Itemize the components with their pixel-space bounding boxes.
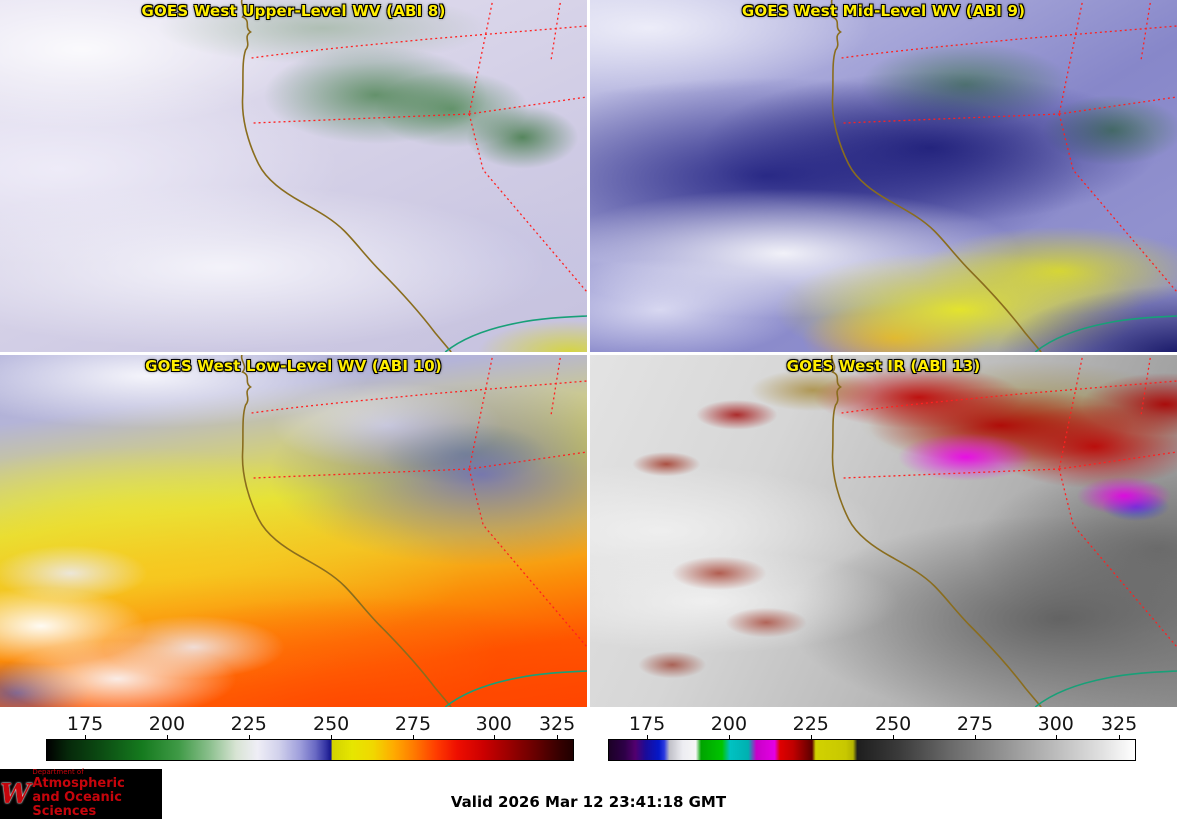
state-borders-overlay	[0, 355, 587, 707]
colorbar-tick: 275	[394, 713, 432, 735]
colorbar-tick: 225	[230, 713, 267, 735]
tick-mark	[493, 735, 495, 740]
tick-mark	[728, 735, 730, 740]
tick-mark	[810, 735, 812, 740]
logo-text: Department of Atmospheric and Oceanic Sc…	[30, 769, 162, 819]
colorbar-tick: 225	[792, 713, 829, 735]
colorbar-tick: 300	[475, 713, 512, 735]
colorbar-tick: 175	[66, 713, 104, 735]
colorbar-tick: 250	[874, 713, 912, 735]
state-borders-overlay	[590, 0, 1177, 352]
panel-title-low-wv: GOES West Low-Level WV (ABI 10)	[145, 357, 442, 375]
wv-colorbar-ticks: 175 200 225 250 275 300 325	[46, 711, 576, 740]
tick-mark	[85, 735, 87, 740]
wv-colorbar	[46, 739, 574, 761]
panel-mid-level-wv: GOES West Mid-Level WV (ABI 9)	[590, 0, 1177, 352]
panel-title-mid-wv: GOES West Mid-Level WV (ABI 9)	[741, 2, 1026, 20]
colorbar-tick: 325	[538, 713, 576, 735]
tick-mark	[1055, 735, 1057, 740]
footer: W Department of Atmospheric and Oceanic …	[0, 769, 1177, 820]
colorbar-tick: 300	[1037, 713, 1074, 735]
logo-line1-label: Atmospheric	[32, 775, 125, 791]
colorbar-tick: 175	[628, 713, 666, 735]
panel-ir: GOES West IR (ABI 13)	[590, 355, 1177, 707]
logo-line2-label: and Oceanic Sciences	[32, 789, 122, 819]
tick-mark	[331, 735, 333, 740]
ir-colorbar	[608, 739, 1136, 761]
tick-mark	[974, 735, 976, 740]
wv-colorbar-group: 175 200 225 250 275 300 325	[46, 711, 576, 761]
colorbar-row: 175 200 225 250 275 300 325 175 200	[0, 707, 1177, 769]
tick-mark	[647, 735, 649, 740]
state-borders-overlay	[590, 355, 1177, 707]
tick-mark	[557, 735, 559, 740]
state-borders-overlay	[0, 0, 587, 352]
ir-colorbar-group: 175 200 225 250 275 300 325	[608, 711, 1138, 761]
colorbar-tick: 275	[956, 713, 994, 735]
uw-crest-icon: W	[0, 778, 31, 810]
panel-upper-level-wv: GOES West Upper-Level WV (ABI 8)	[0, 0, 587, 352]
panel-low-level-wv: GOES West Low-Level WV (ABI 10)	[0, 355, 587, 707]
colorbar-tick: 200	[710, 713, 748, 735]
tick-mark	[248, 735, 250, 740]
panel-grid: GOES West Upper-Level WV (ABI 8) GOES We…	[0, 0, 1177, 707]
uw-aos-logo: W Department of Atmospheric and Oceanic …	[0, 769, 162, 819]
tick-mark	[412, 735, 414, 740]
tick-mark	[893, 735, 895, 740]
tick-mark	[1119, 735, 1121, 740]
panel-title-ir: GOES West IR (ABI 13)	[786, 357, 981, 375]
valid-timestamp: Valid 2026 Mar 12 23:41:18 GMT	[450, 793, 727, 811]
logo-dept-label: Department of	[32, 768, 84, 777]
colorbar-tick: 325	[1100, 713, 1138, 735]
tick-mark	[166, 735, 168, 740]
colorbar-tick: 250	[312, 713, 350, 735]
ir-colorbar-ticks: 175 200 225 250 275 300 325	[608, 711, 1138, 740]
colorbar-tick: 200	[148, 713, 186, 735]
panel-title-upper-wv: GOES West Upper-Level WV (ABI 8)	[141, 2, 446, 20]
